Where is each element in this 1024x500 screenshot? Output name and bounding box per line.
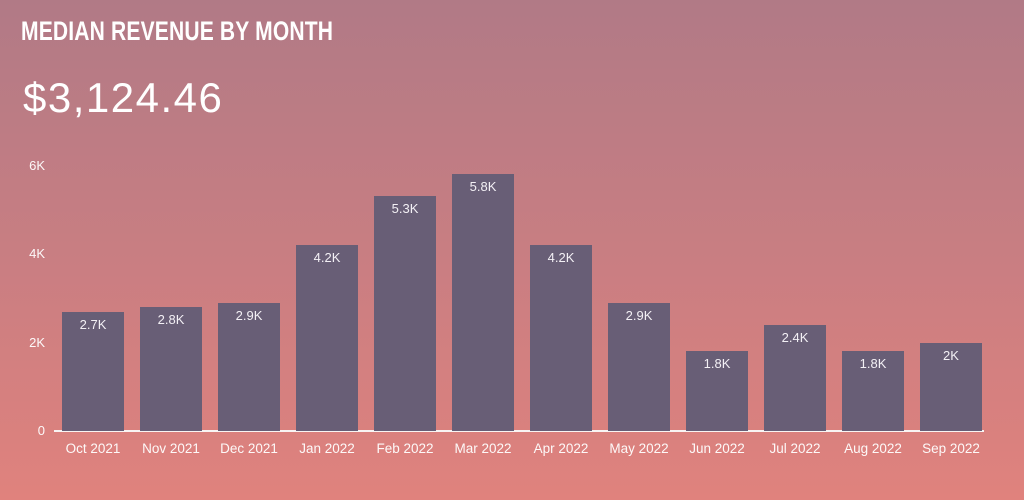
bar-jun-2022: 1.8K (686, 351, 748, 431)
bar-dec-2021: 2.9K (218, 302, 280, 431)
bar-value-label: 1.8K (859, 356, 887, 372)
bar-column-mar-2022: 5.8K Mar 2022 (452, 166, 514, 456)
x-axis-label: Jul 2022 (769, 441, 821, 456)
x-axis-label: Oct 2021 (65, 441, 121, 456)
x-axis-label: Dec 2021 (220, 441, 278, 456)
kpi-median-value: $3,124.46 (23, 74, 224, 121)
bar-value-label: 5.3K (391, 201, 419, 217)
bar-column-dec-2021: 2.9K Dec 2021 (218, 166, 280, 456)
widget-title: MEDIAN REVENUE BY MONTH (21, 16, 334, 46)
bar-jul-2022: 2.4K (764, 324, 826, 431)
x-axis-label: Apr 2022 (533, 441, 589, 456)
bar-value-label: 2.4K (781, 329, 809, 345)
bar-value-label: 2.9K (625, 307, 653, 323)
bar-nov-2021: 2.8K (140, 307, 202, 431)
bar-sep-2022: 2K (920, 342, 982, 431)
x-axis-label: Sep 2022 (922, 441, 980, 456)
y-tick-4K: 4K (29, 246, 45, 261)
bar-aug-2022: 1.8K (842, 351, 904, 431)
x-axis-label: Jun 2022 (689, 441, 745, 456)
x-axis-label: May 2022 (609, 441, 669, 456)
bar-jan-2022: 4.2K (296, 245, 358, 431)
bar-column-aug-2022: 1.8K Aug 2022 (842, 166, 904, 456)
x-axis-label: Nov 2021 (142, 441, 200, 456)
bar-oct-2021: 2.7K (62, 311, 124, 431)
bar-feb-2022: 5.3K (374, 196, 436, 431)
bars-row: 2.7K Oct 2021 2.8K Nov 2021 2.9K Dec 2021 4.2K… (62, 166, 982, 456)
y-tick-2K: 2K (29, 334, 45, 350)
x-axis-label: Jan 2022 (299, 441, 355, 456)
y-tick-0: 0 (37, 423, 45, 438)
bar-mar-2022: 5.8K (452, 174, 514, 431)
bar-apr-2022: 4.2K (530, 245, 592, 431)
bar-value-label: 1.8K (703, 356, 731, 372)
bar-column-sep-2022: 2K Sep 2022 (920, 166, 982, 456)
bar-column-jan-2022: 4.2K Jan 2022 (296, 166, 358, 456)
bar-column-jul-2022: 2.4K Jul 2022 (764, 166, 826, 456)
x-axis-label: Mar 2022 (454, 441, 512, 456)
bar-value-label: 2.7K (79, 316, 107, 332)
bar-value-label: 5.8K (469, 179, 497, 195)
bar-value-label: 2.9K (235, 307, 263, 323)
bar-column-oct-2021: 2.7K Oct 2021 (62, 166, 124, 456)
bar-value-label: 4.2K (547, 250, 575, 266)
x-axis-label: Feb 2022 (376, 441, 434, 456)
bar-value-label: 2K (943, 347, 959, 363)
bar-column-nov-2021: 2.8K Nov 2021 (140, 166, 202, 456)
bar-value-label: 4.2K (313, 250, 341, 266)
bar-column-feb-2022: 5.3K Feb 2022 (374, 166, 436, 456)
x-axis-label: Aug 2022 (844, 441, 902, 456)
y-tick-6K: 6K (29, 157, 45, 173)
bar-value-label: 2.8K (157, 312, 185, 328)
bar-column-apr-2022: 4.2K Apr 2022 (530, 166, 592, 456)
bar-column-jun-2022: 1.8K Jun 2022 (686, 166, 748, 456)
bar-column-may-2022: 2.9K May 2022 (608, 166, 670, 456)
bar-may-2022: 2.9K (608, 302, 670, 431)
x-axis-line (54, 430, 984, 432)
